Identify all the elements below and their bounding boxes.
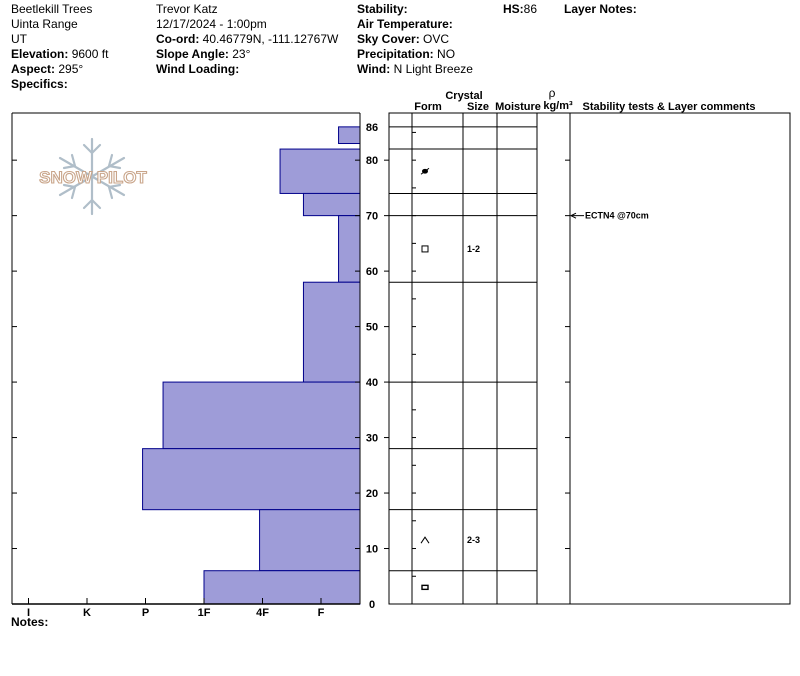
specifics-label: Specifics: bbox=[11, 77, 68, 91]
sky-cover: Sky Cover: OVC bbox=[357, 32, 473, 47]
hardness-bar-6 bbox=[142, 448, 361, 511]
hardness-bar-0 bbox=[338, 126, 361, 145]
header-col-3: Stability: Air Temperature: Sky Cover: O… bbox=[357, 2, 473, 77]
snow-height: HS:86 bbox=[503, 2, 537, 17]
moisture-header: Moisture bbox=[495, 101, 541, 113]
elevation-value: 9600 ft bbox=[71, 47, 109, 61]
size-header: Size bbox=[467, 101, 489, 113]
grain-size-label: 2-3 bbox=[467, 535, 480, 545]
density-unit-header: kg/m³ bbox=[543, 100, 573, 112]
y-tick-label-40: 40 bbox=[366, 377, 378, 389]
y-tick-label-30: 30 bbox=[366, 433, 378, 445]
y-tick-label-10: 10 bbox=[366, 544, 378, 556]
ppgp-icon-stroke bbox=[420, 167, 430, 175]
hardness-bar-1 bbox=[279, 148, 361, 194]
table-headers: Crystal Form Size Moisture ρ kg/m³ Stabi… bbox=[414, 86, 755, 113]
slope-angle: Slope Angle: 23° bbox=[156, 47, 338, 62]
coord-label: Co-ord: bbox=[156, 32, 200, 46]
location-name: Beetlekill Trees bbox=[11, 2, 93, 16]
y-tick-label-60: 60 bbox=[366, 266, 378, 278]
range-name: Uinta Range bbox=[11, 17, 78, 31]
layer-notes-label: Layer Notes: bbox=[564, 2, 637, 16]
sky-label: Sky Cover: bbox=[357, 32, 420, 46]
grain-size-label: 1-2 bbox=[467, 244, 480, 254]
elevation: Elevation: 9600 ft bbox=[11, 47, 108, 62]
fc-icon bbox=[421, 245, 429, 253]
hardness-bar-3 bbox=[338, 215, 361, 283]
wind-value: N Light Breeze bbox=[393, 62, 473, 76]
y-tick-label-0: 0 bbox=[369, 599, 375, 611]
hardness-bar-7 bbox=[259, 509, 361, 572]
hardness-bar-5 bbox=[162, 381, 361, 450]
aspect-label: Aspect: bbox=[11, 62, 56, 76]
stability-test-label-0: ECTN4 @70cm bbox=[585, 211, 649, 221]
coordinates: Co-ord: 40.46779N, -111.12767W bbox=[156, 32, 338, 47]
coord-value: 40.46779N, -111.12767W bbox=[202, 32, 339, 46]
hardness-bar-8 bbox=[203, 570, 361, 605]
hs-value: 86 bbox=[523, 2, 538, 16]
x-tick-label-P: P bbox=[142, 607, 149, 619]
y-tick-label-80: 80 bbox=[366, 155, 378, 167]
mf-icon bbox=[421, 584, 429, 591]
x-tick-label-4F: 4F bbox=[256, 607, 269, 619]
notes-label: Notes: bbox=[11, 615, 49, 629]
y-tick-label-70: 70 bbox=[366, 211, 378, 223]
air-temperature-label: Air Temperature: bbox=[357, 17, 453, 31]
aspect: Aspect: 295° bbox=[11, 62, 108, 77]
dh-icon bbox=[420, 536, 430, 544]
sky-value: OVC bbox=[423, 32, 450, 46]
precip-value: NO bbox=[437, 47, 456, 61]
snowflake-icon bbox=[58, 137, 126, 216]
stability-tests-header: Stability tests & Layer comments bbox=[582, 101, 755, 113]
precip-label: Precipitation: bbox=[357, 47, 434, 61]
header-col-2: Trevor Katz 12/17/2024 - 1:00pm Co-ord: … bbox=[156, 2, 338, 77]
y-tick-label-86: 86 bbox=[366, 122, 378, 134]
hardness-bar-2 bbox=[302, 192, 361, 217]
form-header: Form bbox=[414, 101, 442, 113]
slope-label: Slope Angle: bbox=[156, 47, 229, 61]
table-frame bbox=[388, 112, 791, 605]
observer-name: Trevor Katz bbox=[156, 2, 218, 16]
aspect-value: 295° bbox=[58, 62, 84, 76]
hs-label: HS: bbox=[503, 2, 524, 16]
x-tick-label-F: F bbox=[318, 607, 325, 619]
wind: Wind: N Light Breeze bbox=[357, 62, 473, 77]
density-rho-header: ρ bbox=[549, 86, 556, 100]
snowpilot-logo: SNOW PILOT bbox=[39, 137, 148, 216]
x-tick-label-1F: 1F bbox=[198, 607, 211, 619]
stability-arrow-head-0 bbox=[569, 212, 577, 219]
header-col-1: Beetlekill Trees Uinta Range UT Elevatio… bbox=[11, 2, 108, 92]
y-tick-label-20: 20 bbox=[366, 488, 378, 500]
logo-text: SNOW PILOT bbox=[39, 168, 147, 187]
x-tick-label-I: I bbox=[27, 607, 30, 619]
hardness-bar-4 bbox=[302, 281, 361, 383]
observation-datetime: 12/17/2024 - 1:00pm bbox=[156, 17, 267, 31]
y-tick-label-50: 50 bbox=[366, 322, 378, 334]
slope-value: 23° bbox=[232, 47, 251, 61]
precipitation: Precipitation: NO bbox=[357, 47, 473, 62]
x-tick-label-K: K bbox=[83, 607, 91, 619]
wind-loading-label: Wind Loading: bbox=[156, 62, 240, 76]
wind-label: Wind: bbox=[357, 62, 391, 76]
state-name: UT bbox=[11, 32, 27, 46]
stability-label: Stability: bbox=[357, 2, 408, 16]
crystal-header: Crystal bbox=[445, 90, 482, 102]
elevation-label: Elevation: bbox=[11, 47, 69, 61]
